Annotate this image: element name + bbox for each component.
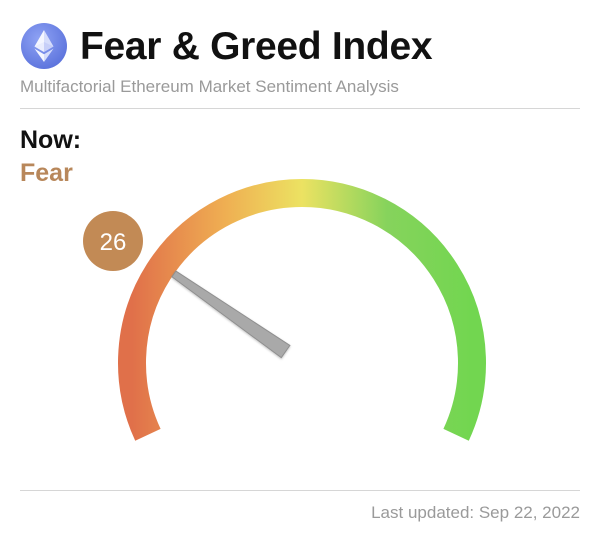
header: Fear & Greed Index (20, 22, 580, 72)
gauge-needle (171, 270, 291, 359)
bottom-divider (20, 490, 580, 491)
page-subtitle: Multifactorial Ethereum Market Sentiment… (20, 77, 399, 96)
gauge-value-text: 26 (100, 229, 127, 256)
last-updated: Last updated: Sep 22, 2022 (371, 503, 580, 522)
gauge-value-badge (83, 211, 143, 271)
page-title: Fear & Greed Index (80, 25, 433, 68)
now-label: Now: (20, 126, 82, 154)
gauge-arc (118, 179, 486, 441)
top-divider (20, 108, 580, 109)
sentiment-state: Fear (20, 159, 73, 187)
ethereum-logo-icon (21, 23, 67, 69)
